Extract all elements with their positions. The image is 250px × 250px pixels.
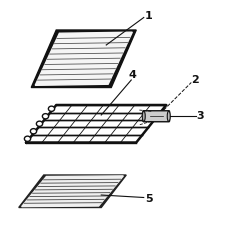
Ellipse shape (42, 114, 48, 119)
Ellipse shape (24, 136, 30, 141)
Polygon shape (19, 175, 126, 208)
FancyBboxPatch shape (143, 111, 170, 122)
Ellipse shape (30, 128, 36, 134)
Polygon shape (22, 176, 124, 207)
Text: 4: 4 (128, 70, 136, 80)
Ellipse shape (142, 111, 145, 122)
Text: 2: 2 (191, 75, 199, 85)
Text: 5: 5 (145, 194, 152, 204)
Text: 3: 3 (196, 111, 204, 121)
Polygon shape (26, 105, 166, 142)
Ellipse shape (36, 121, 43, 126)
Polygon shape (31, 30, 136, 88)
Ellipse shape (48, 106, 54, 112)
Polygon shape (35, 32, 132, 85)
Ellipse shape (167, 111, 170, 122)
Text: 1: 1 (145, 11, 152, 21)
